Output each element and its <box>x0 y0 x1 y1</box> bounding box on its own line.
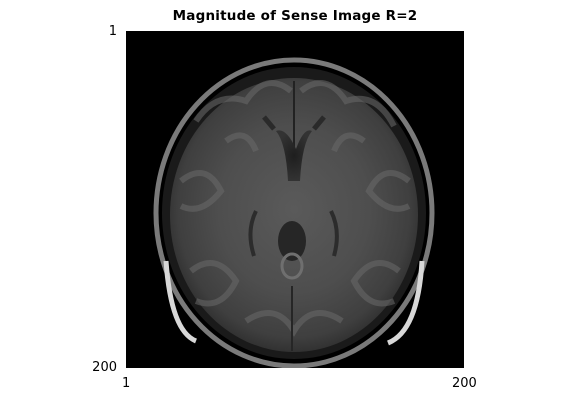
y-tick-top <box>126 31 130 32</box>
mri-brain-image <box>126 31 464 368</box>
x-tick-right-top <box>463 31 464 35</box>
y-tick-top-right <box>460 31 464 32</box>
lateral-ventricles <box>276 130 312 181</box>
frontal-horns <box>262 115 326 131</box>
y-tick-label-200: 200 <box>92 360 117 375</box>
image-axes <box>126 31 464 368</box>
y-tick-bottom-right <box>460 367 464 368</box>
x-tick-left <box>126 364 127 368</box>
cortical-folds <box>179 80 411 337</box>
x-tick-right <box>463 364 464 368</box>
posterior-horns <box>248 210 339 257</box>
third-ventricle <box>278 221 306 261</box>
y-tick-label-1: 1 <box>108 24 117 39</box>
figure-title: Magnitude of Sense Image R=2 <box>172 8 418 24</box>
vermis-ring <box>280 252 304 280</box>
scalp-ring <box>153 57 435 368</box>
x-tick-label-1: 1 <box>122 376 131 391</box>
y-tick-bottom <box>126 367 130 368</box>
scalp-bright-edge <box>163 260 425 346</box>
x-tick-left-top <box>126 31 127 35</box>
x-tick-label-200: 200 <box>452 376 477 391</box>
